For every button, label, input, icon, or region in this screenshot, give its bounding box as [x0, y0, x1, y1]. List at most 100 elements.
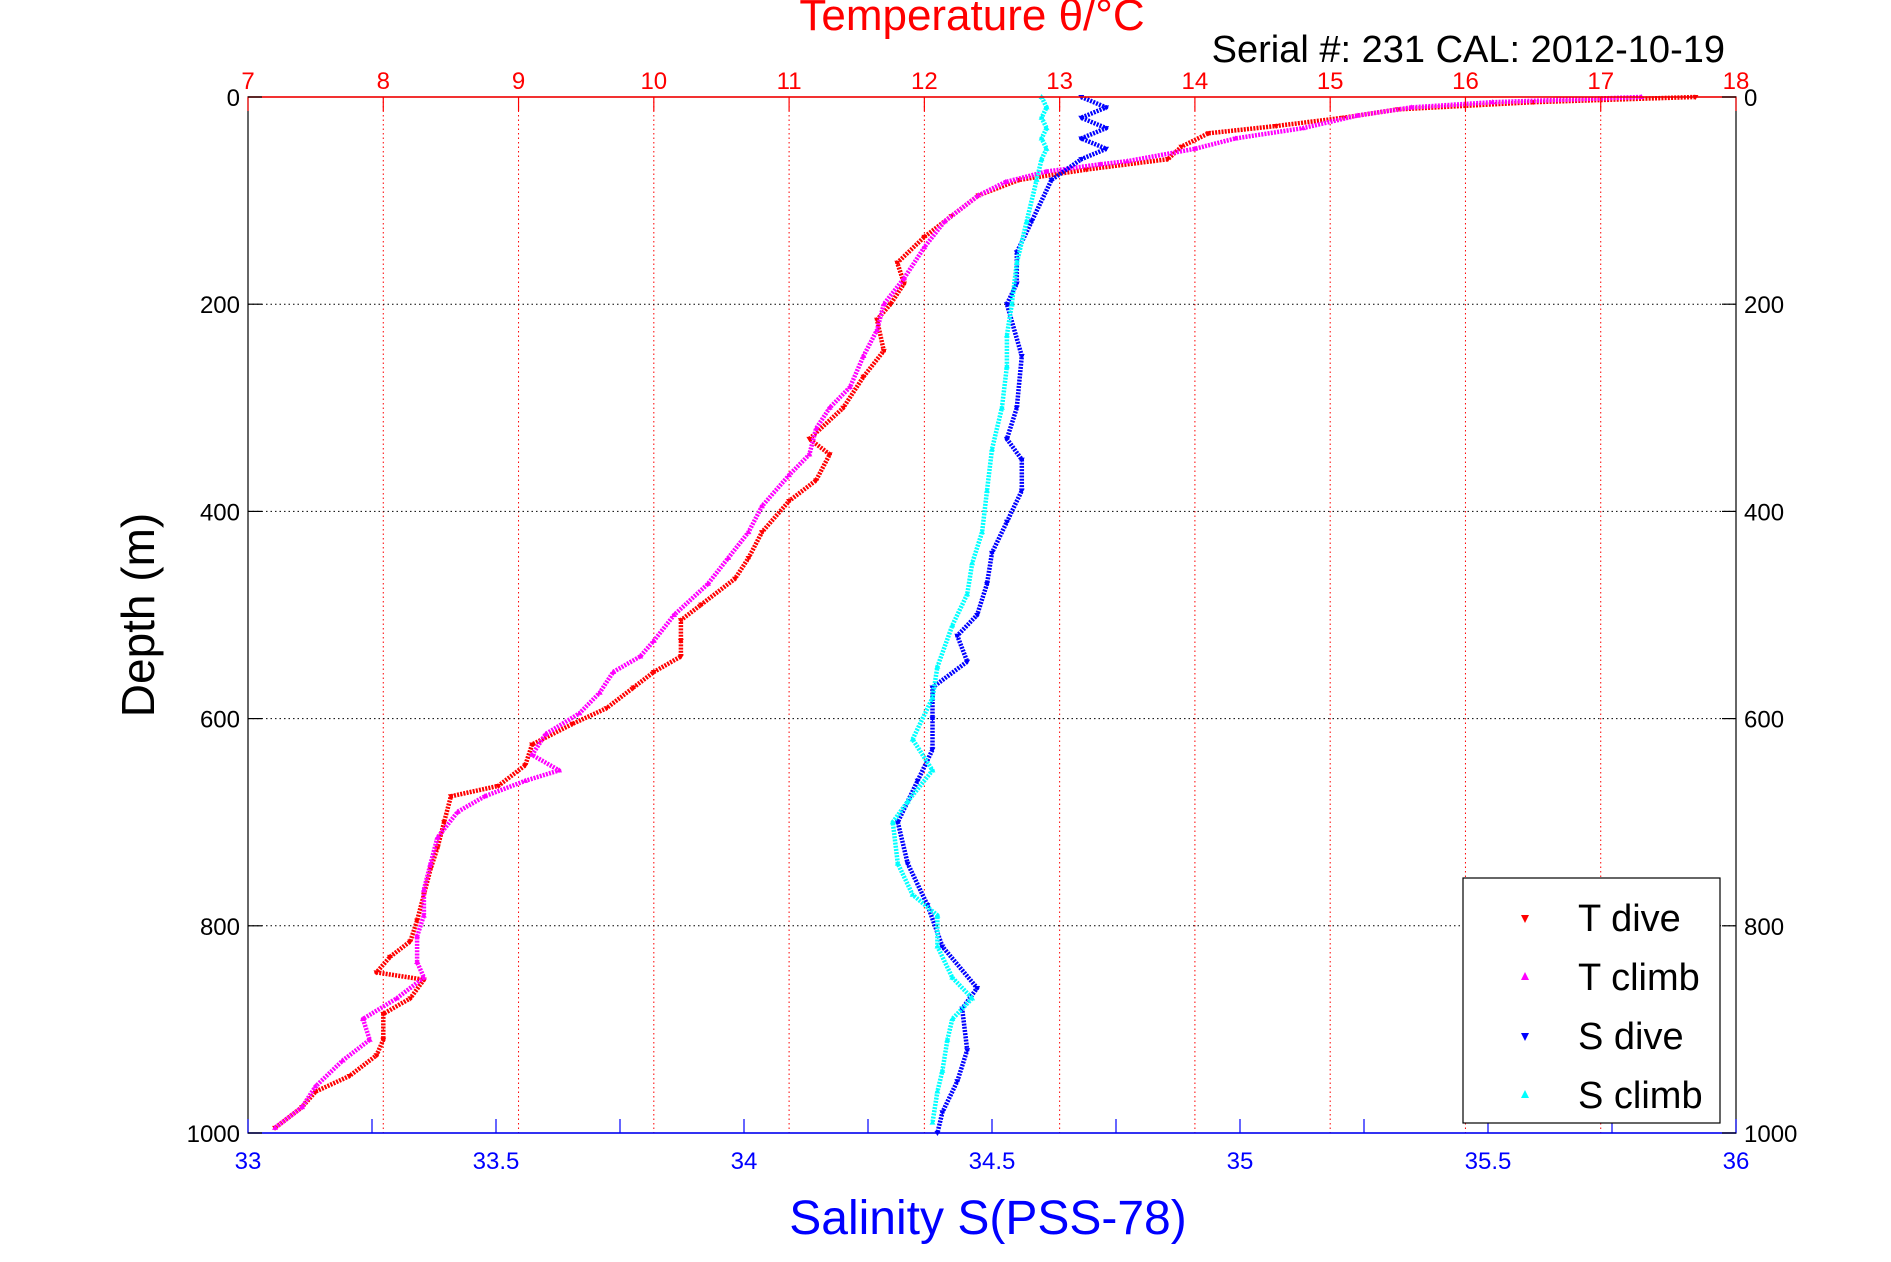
data-point — [569, 721, 576, 727]
y-right-tick-label: 0 — [1744, 85, 1757, 112]
data-point — [731, 576, 738, 582]
data-point — [745, 529, 752, 535]
data-point — [1038, 135, 1045, 141]
data-point — [677, 654, 684, 660]
y-left-tick-label: 0 — [227, 85, 240, 112]
x-bottom-tick-label: 36 — [1723, 1148, 1750, 1175]
data-point — [786, 499, 793, 505]
x-top-tick-label: 11 — [777, 68, 802, 95]
legend: T dive T climb S dive S climb — [1462, 877, 1721, 1124]
data-point — [1038, 114, 1045, 120]
data-point — [529, 742, 536, 748]
data-point — [346, 1074, 353, 1080]
data-point — [1003, 436, 1010, 442]
series-line — [890, 96, 1049, 1123]
data-point — [1078, 136, 1085, 142]
data-point — [1078, 115, 1085, 121]
data-point — [610, 668, 617, 674]
data-point — [929, 694, 936, 700]
data-point — [759, 503, 766, 509]
x-axis-bottom-label: Salinity S(PSS-78) — [789, 1192, 1186, 1245]
x-bottom-tick-label: 34.5 — [969, 1148, 1016, 1175]
data-point — [299, 1104, 306, 1110]
legend-marker — [1521, 972, 1529, 980]
data-point — [813, 478, 820, 484]
data-point — [427, 860, 434, 866]
data-point — [725, 555, 732, 561]
x-bottom-tick-label: 35 — [1227, 1148, 1254, 1175]
data-point — [522, 763, 529, 769]
data-point — [975, 192, 982, 198]
data-point — [786, 472, 793, 478]
data-point — [542, 731, 549, 737]
data-point — [944, 1036, 951, 1042]
data-point — [1048, 177, 1055, 183]
data-point — [914, 778, 921, 784]
data-point — [414, 933, 421, 939]
data-point — [1078, 157, 1085, 163]
data-point — [454, 808, 461, 814]
chart-subtitle: Serial #: 231 CAL: 2012-10-19 — [1212, 29, 1725, 71]
data-point — [1013, 405, 1020, 411]
data-point — [1124, 158, 1131, 164]
data-point — [339, 1057, 346, 1063]
data-point — [1273, 124, 1280, 130]
data-point — [934, 943, 941, 949]
data-point — [894, 860, 901, 866]
y-right-tick-label: 400 — [1744, 499, 1784, 526]
data-point — [1003, 519, 1010, 525]
data-point — [889, 819, 896, 825]
data-point — [979, 529, 986, 535]
x-top-tick-label: 9 — [512, 68, 525, 95]
y-left-tick-label: 1000 — [187, 1121, 240, 1148]
data-point — [387, 954, 394, 960]
data-point — [1008, 301, 1015, 307]
data-point — [929, 1119, 936, 1125]
x-top-tick-label: 10 — [640, 68, 667, 95]
data-point — [939, 944, 946, 950]
y-left-tick-label: 200 — [200, 292, 240, 319]
data-point — [1003, 332, 1010, 338]
data-point — [434, 834, 441, 840]
data-point — [939, 1110, 946, 1116]
data-point — [921, 234, 928, 240]
data-point — [813, 425, 820, 431]
x-bottom-tick-label: 33 — [235, 1148, 262, 1175]
x-top-tick-label: 8 — [377, 68, 390, 95]
data-point — [1408, 104, 1415, 110]
data-point — [359, 1016, 366, 1022]
data-point — [698, 602, 705, 608]
data-point — [373, 1053, 380, 1059]
data-point — [434, 846, 441, 852]
data-point — [380, 1011, 387, 1017]
data-point — [447, 794, 454, 800]
data-point — [1489, 99, 1496, 105]
data-point — [909, 736, 916, 742]
data-point — [806, 436, 813, 442]
data-point — [596, 689, 603, 695]
x-top-tick-label: 18 — [1723, 68, 1750, 95]
series-line — [273, 94, 1696, 1130]
data-point — [840, 405, 847, 411]
data-point — [420, 974, 427, 980]
data-point — [650, 669, 657, 675]
data-point — [874, 317, 881, 323]
data-point — [704, 580, 711, 586]
x-bottom-tick-label: 35.5 — [1465, 1148, 1512, 1175]
series-layer — [272, 94, 1699, 1136]
data-point — [1028, 219, 1035, 225]
data-point — [1354, 112, 1361, 118]
data-point — [759, 530, 766, 536]
data-point — [964, 659, 971, 665]
data-point — [1033, 176, 1040, 182]
data-point — [1097, 161, 1104, 167]
data-point — [677, 638, 684, 644]
data-point — [894, 260, 901, 266]
legend-label: S dive — [1578, 1016, 1684, 1058]
data-point — [1002, 178, 1009, 184]
data-point — [630, 685, 637, 691]
legend-marker — [1521, 1090, 1529, 1098]
data-point — [826, 404, 833, 410]
data-point — [880, 348, 887, 354]
y-axis-label: Depth (m) — [112, 513, 164, 717]
